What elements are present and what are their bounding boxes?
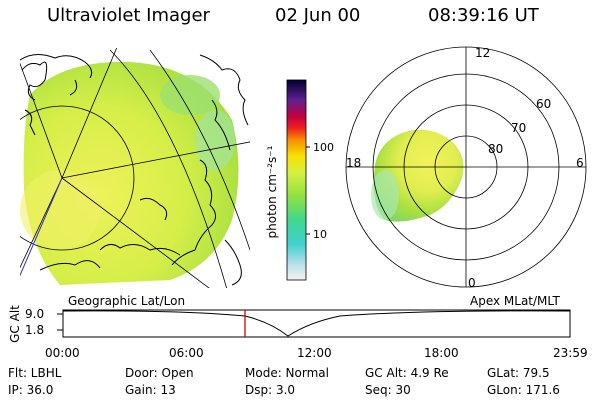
geographic-label: Geographic Lat/Lon: [68, 294, 186, 308]
info-door: Door: Open: [125, 366, 194, 380]
color-scale-bar: [286, 79, 307, 281]
info-dsp: Dsp: 3.0: [245, 383, 296, 397]
info-gain: Gain: 13: [125, 383, 176, 397]
instrument-title: Ultraviolet Imager: [47, 5, 210, 26]
lat-label-70: 70: [511, 121, 527, 135]
time-tick-0600: 06:00: [169, 346, 204, 360]
info-filter: Flt: LBHL: [8, 366, 62, 380]
time-tick-2359: 23:59: [553, 346, 588, 360]
info-glat: GLat: 79.5: [487, 366, 550, 380]
colorbar-unit-label: photon cm⁻²s⁻¹: [265, 145, 279, 239]
date-label: 02 Jun 00: [275, 5, 361, 26]
info-ip: IP: 36.0: [8, 383, 54, 397]
time-label: 08:39:16 UT: [428, 5, 539, 26]
altitude-tick-1-8: 1.8: [25, 323, 45, 337]
time-tick-0000: 00:00: [45, 346, 80, 360]
info-glon: GLon: 171.6: [487, 383, 560, 397]
time-tick-1800: 18:00: [424, 346, 459, 360]
info-seq: Seq: 30: [365, 383, 411, 397]
mlt-label-12: 12: [475, 46, 491, 60]
altitude-axis-label: GC Alt: [8, 305, 22, 343]
geographic-image: [20, 48, 250, 288]
mlt-label-0: 0: [468, 276, 476, 290]
colorbar-tick-10: 10: [313, 228, 327, 241]
lat-label-60: 60: [536, 97, 552, 111]
time-tick-1200: 12:00: [297, 346, 332, 360]
lat-label-80: 80: [488, 142, 504, 156]
apex-label: Apex MLat/MLT: [470, 294, 560, 308]
info-gc-alt: GC Alt: 4.9 Re: [365, 366, 449, 380]
colorbar-tick-100: 100: [313, 141, 334, 154]
altitude-tick-9: 9.0: [25, 307, 45, 321]
altitude-plot: [57, 309, 571, 338]
polar-plot: [345, 46, 587, 288]
mlt-label-18: 18: [346, 156, 362, 170]
mlt-label-6: 6: [576, 156, 584, 170]
info-mode: Mode: Normal: [245, 366, 329, 380]
